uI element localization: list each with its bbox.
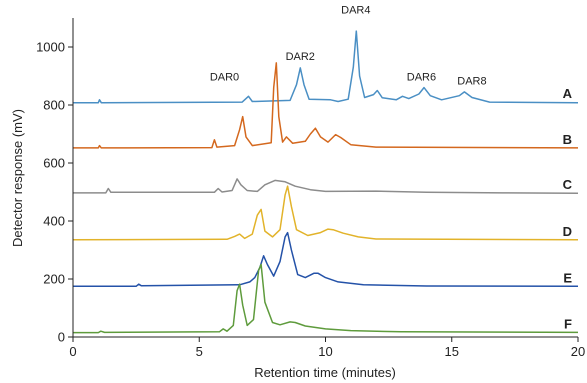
y-tick-label: 600 bbox=[43, 156, 65, 171]
y-tick-label: 0 bbox=[58, 330, 65, 345]
peak-annotation-dar0: DAR0 bbox=[210, 71, 239, 83]
peak-annotation-dar2: DAR2 bbox=[286, 51, 315, 63]
y-tick-label: 800 bbox=[43, 98, 65, 113]
series-label-b: B bbox=[563, 132, 572, 147]
y-tick-label: 200 bbox=[43, 272, 65, 287]
x-axis-label: Retention time (minutes) bbox=[254, 365, 396, 380]
series-label-e: E bbox=[563, 270, 572, 285]
series-labels-layer: A B C D E F bbox=[563, 86, 573, 332]
series-label-f: F bbox=[564, 317, 572, 332]
axes-layer bbox=[72, 18, 578, 338]
trace-line-c bbox=[73, 178, 579, 194]
x-tick-label: 0 bbox=[69, 344, 76, 359]
trace-line-a bbox=[73, 30, 579, 104]
x-tick-label: 5 bbox=[196, 344, 203, 359]
traces-layer bbox=[72, 30, 579, 334]
y-tick-label: 1000 bbox=[36, 40, 65, 55]
trace-line-e bbox=[73, 231, 579, 288]
peak-annotation-dar4: DAR4 bbox=[341, 5, 370, 17]
series-label-d: D bbox=[563, 224, 572, 239]
peak-annotation-dar8: DAR8 bbox=[457, 76, 486, 88]
x-tick-label: 20 bbox=[571, 344, 585, 359]
series-label-c: C bbox=[563, 177, 573, 192]
annotations-layer: DAR0 DAR2 DAR4 DAR6 DAR8 bbox=[210, 5, 487, 88]
y-tick-label: 400 bbox=[43, 214, 65, 229]
series-label-a: A bbox=[563, 86, 573, 101]
x-tick-label: 10 bbox=[318, 344, 332, 359]
peak-annotation-dar6: DAR6 bbox=[407, 71, 436, 83]
trace-line-d bbox=[72, 185, 579, 241]
trace-line-f bbox=[73, 263, 579, 334]
y-axis-label: Detector response (mV) bbox=[10, 109, 25, 247]
x-tick-label: 15 bbox=[445, 344, 459, 359]
trace-line-b bbox=[73, 62, 579, 149]
